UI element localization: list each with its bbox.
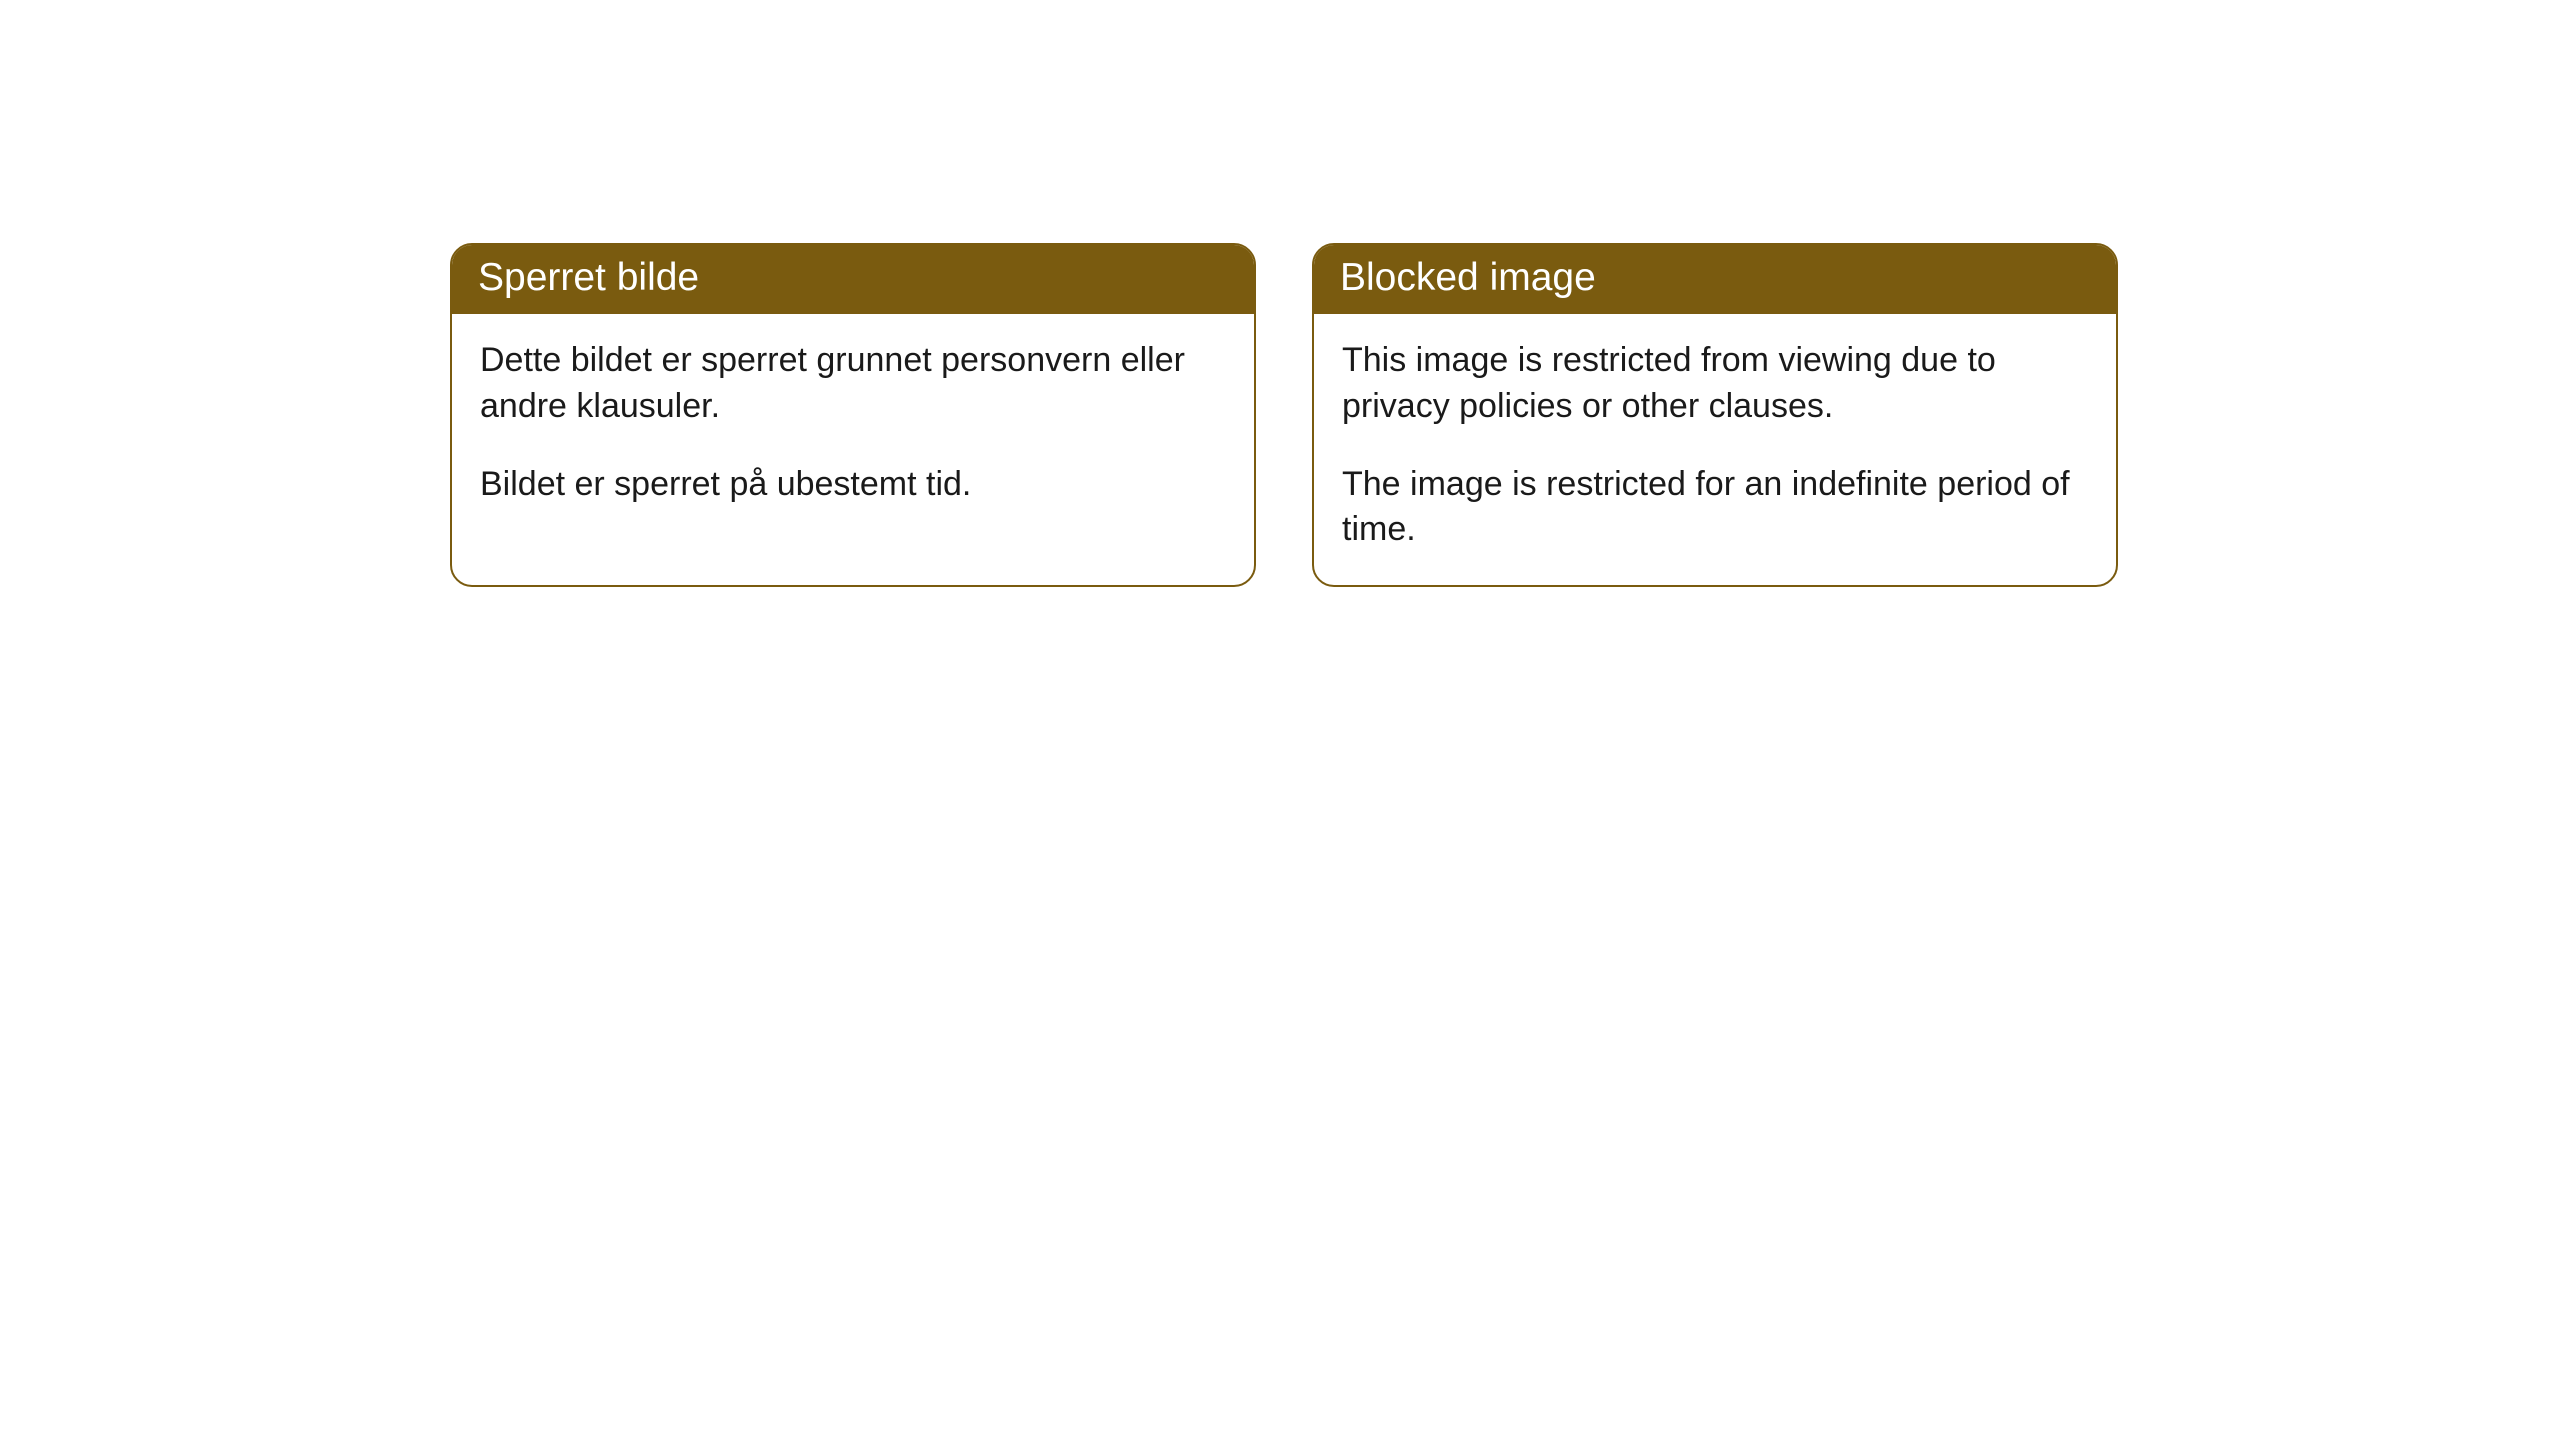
- card-paragraph: This image is restricted from viewing du…: [1342, 338, 2088, 430]
- notice-cards-container: Sperret bilde Dette bildet er sperret gr…: [450, 243, 2118, 587]
- card-body: Dette bildet er sperret grunnet personve…: [452, 314, 1254, 540]
- card-paragraph: The image is restricted for an indefinit…: [1342, 462, 2088, 554]
- card-body: This image is restricted from viewing du…: [1314, 314, 2116, 586]
- notice-card-norwegian: Sperret bilde Dette bildet er sperret gr…: [450, 243, 1256, 587]
- notice-card-english: Blocked image This image is restricted f…: [1312, 243, 2118, 587]
- card-paragraph: Dette bildet er sperret grunnet personve…: [480, 338, 1226, 430]
- card-paragraph: Bildet er sperret på ubestemt tid.: [480, 462, 1226, 508]
- card-title: Blocked image: [1314, 245, 2116, 314]
- card-title: Sperret bilde: [452, 245, 1254, 314]
